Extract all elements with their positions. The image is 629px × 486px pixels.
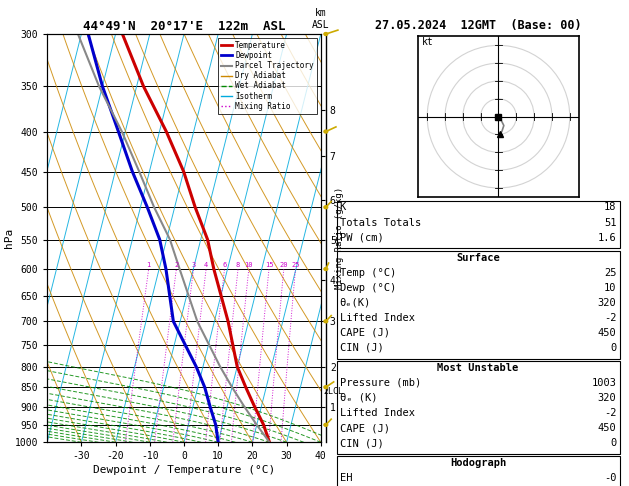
Text: -0: -0 <box>604 473 616 483</box>
Text: -2: -2 <box>604 313 616 323</box>
Text: 51: 51 <box>604 218 616 227</box>
Text: 25: 25 <box>291 262 300 268</box>
Text: 450: 450 <box>598 328 616 338</box>
Title: 44°49'N  20°17'E  122m  ASL: 44°49'N 20°17'E 122m ASL <box>83 20 285 33</box>
Text: CIN (J): CIN (J) <box>340 343 384 353</box>
Text: 0: 0 <box>610 343 616 353</box>
Text: θₑ (K): θₑ (K) <box>340 393 377 403</box>
Text: 25: 25 <box>604 268 616 278</box>
Text: Lifted Index: Lifted Index <box>340 313 415 323</box>
Text: Mixing Ratio (g/kg): Mixing Ratio (g/kg) <box>335 187 345 289</box>
Text: 1003: 1003 <box>591 378 616 388</box>
Text: 10: 10 <box>245 262 253 268</box>
Text: 10: 10 <box>604 283 616 293</box>
Text: 4: 4 <box>204 262 208 268</box>
Text: Hodograph: Hodograph <box>450 458 506 468</box>
Text: 1.6: 1.6 <box>598 233 616 243</box>
Text: 2: 2 <box>174 262 179 268</box>
Text: 6: 6 <box>223 262 226 268</box>
Text: 320: 320 <box>598 298 616 308</box>
Text: K: K <box>340 203 346 212</box>
Text: Pressure (mb): Pressure (mb) <box>340 378 421 388</box>
Text: 27.05.2024  12GMT  (Base: 00): 27.05.2024 12GMT (Base: 00) <box>375 18 581 32</box>
Text: kt: kt <box>422 37 433 47</box>
Text: 320: 320 <box>598 393 616 403</box>
Text: θₑ(K): θₑ(K) <box>340 298 371 308</box>
Text: CAPE (J): CAPE (J) <box>340 423 389 433</box>
Text: 15: 15 <box>265 262 273 268</box>
Text: 450: 450 <box>598 423 616 433</box>
Text: 0: 0 <box>610 438 616 448</box>
Text: Dewp (°C): Dewp (°C) <box>340 283 396 293</box>
Text: 1: 1 <box>147 262 151 268</box>
Text: 2LCL: 2LCL <box>323 387 343 396</box>
Text: CAPE (J): CAPE (J) <box>340 328 389 338</box>
Text: Totals Totals: Totals Totals <box>340 218 421 227</box>
Text: Lifted Index: Lifted Index <box>340 408 415 418</box>
Text: Temp (°C): Temp (°C) <box>340 268 396 278</box>
Text: CIN (J): CIN (J) <box>340 438 384 448</box>
Text: 18: 18 <box>604 203 616 212</box>
Text: 20: 20 <box>279 262 288 268</box>
Text: PW (cm): PW (cm) <box>340 233 384 243</box>
Text: Most Unstable: Most Unstable <box>437 363 519 373</box>
Legend: Temperature, Dewpoint, Parcel Trajectory, Dry Adiabat, Wet Adiabat, Isotherm, Mi: Temperature, Dewpoint, Parcel Trajectory… <box>218 38 317 114</box>
Text: -2: -2 <box>604 408 616 418</box>
Text: hPa: hPa <box>4 228 14 248</box>
Text: Surface: Surface <box>456 253 500 262</box>
Text: 3: 3 <box>191 262 196 268</box>
Text: EH: EH <box>340 473 352 483</box>
X-axis label: Dewpoint / Temperature (°C): Dewpoint / Temperature (°C) <box>93 466 275 475</box>
Text: 8: 8 <box>236 262 240 268</box>
Text: km
ASL: km ASL <box>312 8 330 30</box>
